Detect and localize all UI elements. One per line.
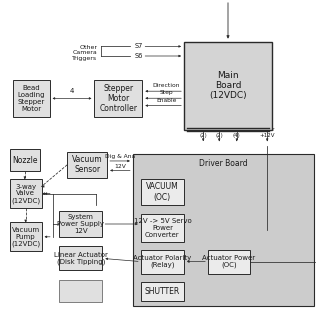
Bar [184, 42, 272, 130]
Text: Actuator Polarity
(Relay): Actuator Polarity (Relay) [133, 255, 192, 268]
Text: Stepper
Motor
Controller: Stepper Motor Controller [100, 84, 137, 113]
Text: Main
Board
(12VDC): Main Board (12VDC) [209, 71, 247, 100]
Text: Actuator Power
(OC): Actuator Power (OC) [202, 255, 255, 268]
Text: Bead
Loading
Stepper
Motor: Bead Loading Stepper Motor [18, 85, 45, 112]
Text: 3-way
Valve
(12VDC): 3-way Valve (12VDC) [11, 184, 40, 204]
Text: Vacuum
(2): Vacuum (2) [192, 127, 214, 138]
Text: Vacuum
Sensor: Vacuum Sensor [72, 155, 102, 174]
Text: 12V -> 5V Servo
Power
Converter: 12V -> 5V Servo Power Converter [133, 218, 191, 238]
Text: VACUUM
(OC): VACUUM (OC) [146, 182, 179, 202]
Text: Linear Actuator
(Disk Tipping): Linear Actuator (Disk Tipping) [54, 252, 108, 265]
Text: Vacuum
Pump
(12VDC): Vacuum Pump (12VDC) [11, 227, 40, 247]
Bar [59, 280, 102, 302]
Bar [13, 80, 50, 117]
Bar [141, 282, 184, 301]
Text: Nozzle: Nozzle [12, 156, 37, 164]
Text: 12V: 12V [114, 164, 126, 169]
Text: Enable: Enable [156, 98, 177, 103]
Text: SHUTTER: SHUTTER [145, 287, 180, 296]
Text: S6: S6 [134, 53, 143, 59]
Bar [141, 179, 184, 205]
Bar [141, 214, 184, 242]
Text: Dig & Ana: Dig & Ana [105, 154, 135, 159]
Text: Step: Step [160, 90, 173, 95]
Text: System
Power Supply
12V: System Power Supply 12V [57, 214, 104, 234]
Text: OC
Switches
(4): OC Switches (4) [225, 121, 249, 138]
Text: 4: 4 [70, 88, 74, 93]
Text: S7: S7 [134, 44, 143, 49]
Bar [133, 154, 314, 306]
Text: Other
Camera
Triggers: Other Camera Triggers [72, 44, 98, 61]
Bar [208, 250, 250, 274]
Bar [141, 250, 184, 274]
Bar [94, 80, 142, 117]
Bar [59, 211, 102, 237]
Bar [10, 179, 42, 208]
Text: Direction: Direction [153, 83, 180, 88]
Text: Relays
(2): Relays (2) [210, 127, 228, 138]
Text: Power
+12V: Power +12V [259, 127, 276, 138]
Text: Driver Board: Driver Board [199, 159, 247, 168]
Bar [10, 222, 42, 251]
Bar [67, 152, 107, 178]
Bar [10, 149, 40, 171]
Bar [59, 246, 102, 270]
